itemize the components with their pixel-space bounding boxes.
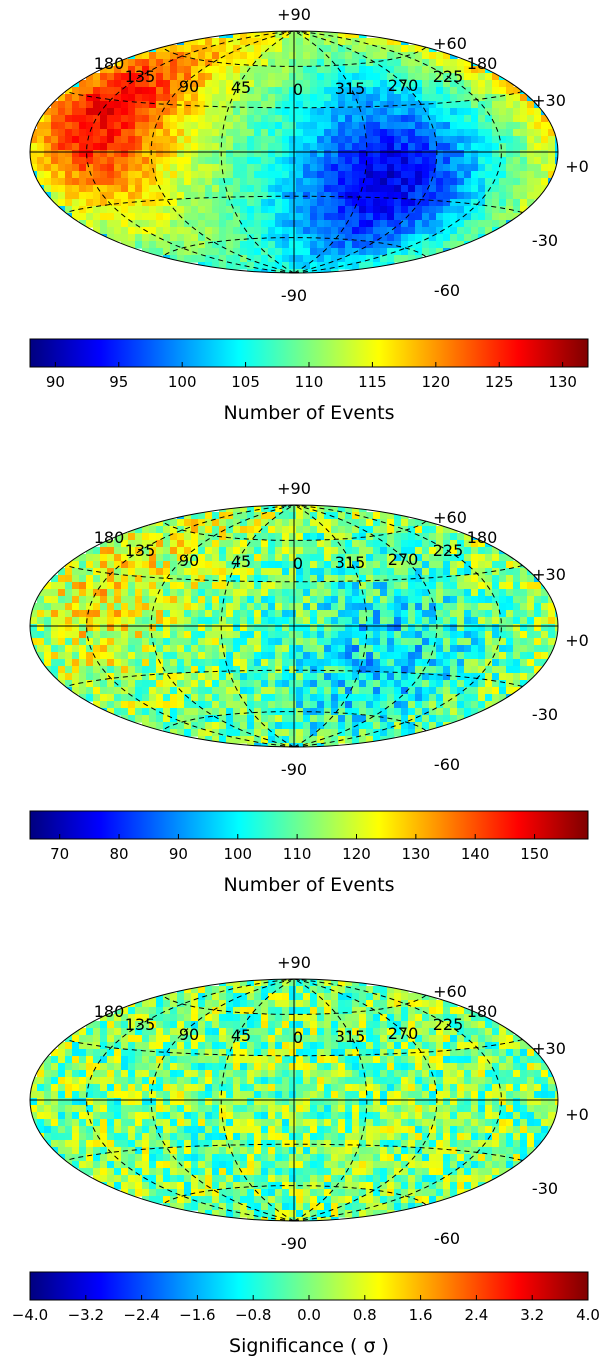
- colorbar-tick-label: 100: [223, 845, 252, 863]
- longitude-tick-label: 45: [231, 1026, 251, 1045]
- longitude-tick-label: 225: [433, 541, 464, 560]
- colorbar-tick-label: 3.2: [520, 1306, 544, 1324]
- longitude-tick-label: 135: [125, 541, 156, 560]
- colorbar-tick-label: −1.6: [179, 1306, 215, 1324]
- longitude-tick-label: 135: [125, 67, 156, 86]
- longitude-tick-label: 270: [388, 550, 419, 569]
- colorbar-tick-label: 130: [548, 373, 577, 391]
- colorbar-label: Significance ( σ ): [229, 1335, 389, 1357]
- colorbar-tick-label: 125: [485, 373, 514, 391]
- longitude-tick-label: 0: [293, 1028, 303, 1047]
- colorbar-tick-label: 105: [231, 373, 260, 391]
- colorbar-tick-label: 100: [168, 373, 197, 391]
- longitude-tick-label: 315: [335, 79, 366, 98]
- latitude-tick-label: +30: [532, 1039, 566, 1058]
- latitude-label-top: +90: [277, 5, 311, 24]
- colorbar-tick-label: 70: [50, 845, 69, 863]
- longitude-tick-label: 0: [293, 554, 303, 573]
- latitude-tick-label: +60: [433, 34, 467, 53]
- longitude-tick-label: 315: [335, 553, 366, 572]
- colorbar-tick-label: 150: [520, 845, 549, 863]
- colorbar-2: 70 80 90 100 110 120 130 140 150 Number of Events: [30, 811, 588, 896]
- colorbar-tick-label: 120: [342, 845, 371, 863]
- latitude-tick-label: +0: [565, 1105, 589, 1124]
- latitude-tick-label: -30: [532, 705, 558, 724]
- colorbar-tick-label: 4.0: [576, 1306, 600, 1324]
- colorbar-1: 90 95 100 105 110 115 120 125 130 Number of Event…: [30, 339, 588, 424]
- colorbar-tick-label: −3.2: [68, 1306, 104, 1324]
- longitude-tick-label: 90: [179, 1025, 199, 1044]
- longitude-tick-label: 90: [179, 77, 199, 96]
- colorbar-tick-label: 120: [421, 373, 450, 391]
- colorbar-tick-label: 90: [46, 373, 65, 391]
- longitude-tick-label: 180: [94, 54, 125, 73]
- colorbar-tick-label: 110: [295, 373, 324, 391]
- longitude-tick-label: 180: [467, 528, 498, 547]
- latitude-tick-label: -60: [434, 281, 460, 300]
- longitude-tick-label: 180: [467, 1002, 498, 1021]
- colorbar-tick-label: 110: [283, 845, 312, 863]
- latitude-tick-label: +60: [433, 508, 467, 527]
- colorbar-tick-label: 140: [461, 845, 490, 863]
- colorbar-tick-label: 95: [109, 373, 128, 391]
- colorbar-label: Number of Events: [223, 874, 394, 896]
- latitude-label-top: +90: [277, 953, 311, 972]
- longitude-tick-label: 45: [231, 78, 251, 97]
- longitude-tick-label: 135: [125, 1015, 156, 1034]
- colorbar-gradient: [30, 811, 588, 839]
- longitude-tick-label: 90: [179, 551, 199, 570]
- latitude-label-bottom: -90: [281, 1234, 307, 1253]
- latitude-tick-label: +0: [565, 631, 589, 650]
- colorbar-tick-label: −4.0: [12, 1306, 48, 1324]
- longitude-tick-label: 0: [293, 80, 303, 99]
- latitude-tick-label: +0: [565, 157, 589, 176]
- colorbar-tick-label: 115: [358, 373, 387, 391]
- longitude-tick-label: 180: [467, 54, 498, 73]
- colorbar-label: Number of Events: [223, 402, 394, 424]
- colorbar-tick-label: 2.4: [464, 1306, 488, 1324]
- colorbar-tick-label: −2.4: [123, 1306, 159, 1324]
- colorbar-tick-label: 90: [169, 845, 188, 863]
- colorbar-3: −4.0 −3.2 −2.4 −1.6 −0.8 0.0 0.8 1.6 2.4 3.2 4.0 Si…: [12, 1272, 600, 1357]
- latitude-tick-label: +30: [532, 565, 566, 584]
- colorbar-tick-label: 0.8: [353, 1306, 377, 1324]
- latitude-tick-label: -30: [532, 1179, 558, 1198]
- longitude-tick-label: 45: [231, 552, 251, 571]
- colorbar-tick-label: 1.6: [409, 1306, 433, 1324]
- latitude-tick-label: -60: [434, 1229, 460, 1248]
- latitude-tick-label: +30: [532, 91, 566, 110]
- latitude-tick-label: -30: [532, 231, 558, 250]
- longitude-tick-label: 180: [94, 1002, 125, 1021]
- longitude-tick-label: 315: [335, 1027, 366, 1046]
- latitude-tick-label: +60: [433, 982, 467, 1001]
- longitude-tick-label: 180: [94, 528, 125, 547]
- longitude-tick-label: 270: [388, 1024, 419, 1043]
- longitude-tick-label: 270: [388, 76, 419, 95]
- longitude-tick-label: 225: [433, 67, 464, 86]
- colorbar-tick-label: −0.8: [235, 1306, 271, 1324]
- latitude-label-top: +90: [277, 479, 311, 498]
- longitude-tick-label: 225: [433, 1015, 464, 1034]
- colorbar-tick-label: 0.0: [297, 1306, 321, 1324]
- colorbar-tick-label: 80: [109, 845, 128, 863]
- latitude-label-bottom: -90: [281, 286, 307, 305]
- colorbar-tick-label: 130: [402, 845, 431, 863]
- latitude-tick-label: -60: [434, 755, 460, 774]
- latitude-label-bottom: -90: [281, 760, 307, 779]
